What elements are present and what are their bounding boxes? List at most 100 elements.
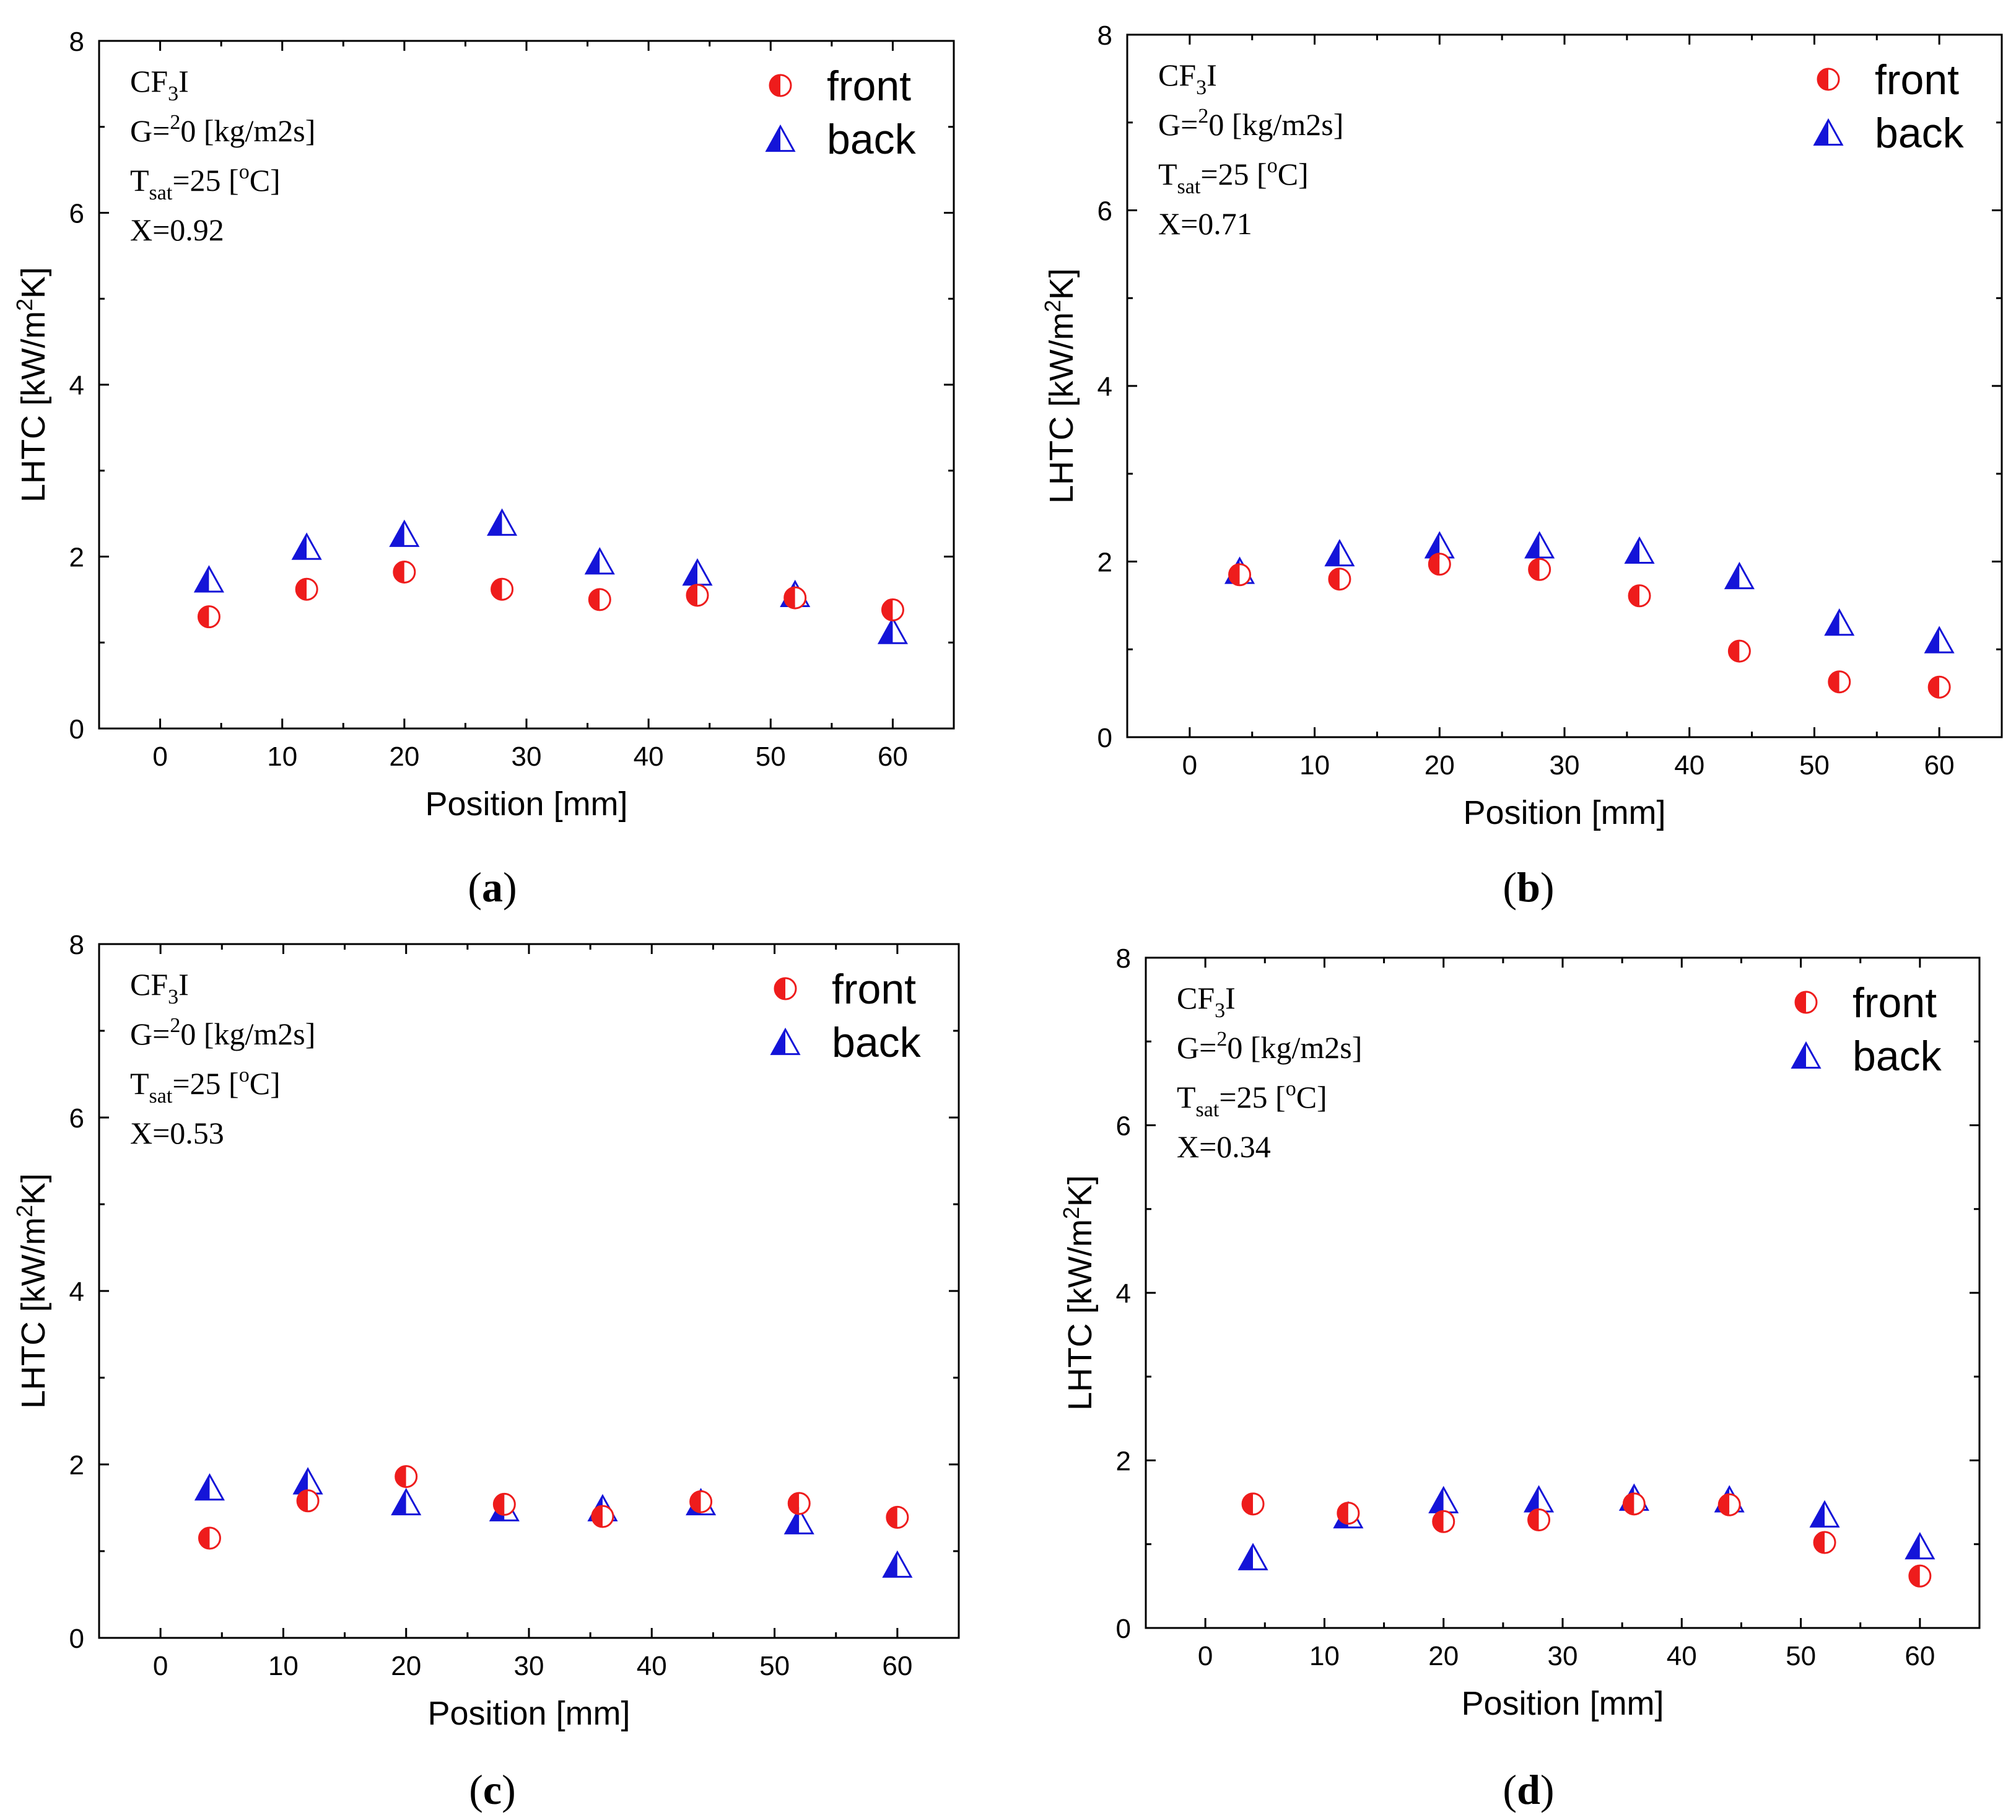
back-point bbox=[194, 1473, 225, 1501]
x-tick-label: 50 bbox=[759, 1651, 790, 1681]
front-point bbox=[197, 605, 220, 629]
legend-back-marker bbox=[1813, 118, 1844, 146]
x-tick-label: 60 bbox=[1905, 1641, 1935, 1671]
legend: front back bbox=[770, 966, 922, 1066]
x-tick-label: 40 bbox=[1667, 1641, 1697, 1671]
front-point bbox=[686, 584, 709, 607]
front-point bbox=[1622, 1492, 1646, 1516]
panel-b: 0 10 20 30 40 50 60 0 2 4 6 8 Position [mm] LHTC [kW/… bbox=[1040, 20, 2003, 831]
front-point bbox=[393, 560, 416, 584]
x-tick-label: 20 bbox=[1425, 750, 1455, 781]
x-tick-label: 20 bbox=[389, 742, 419, 772]
x-tick-label: 10 bbox=[267, 742, 297, 772]
x-tick-label: 30 bbox=[512, 742, 542, 772]
annotation-mass-flux: G=20 [kg/m2s] bbox=[1177, 1028, 1362, 1065]
y-tick-label: 6 bbox=[1116, 1111, 1131, 1142]
front-point bbox=[395, 1465, 418, 1489]
y-tick-label: 8 bbox=[69, 930, 84, 960]
y-axis-title: LHTC [kW/m2K] bbox=[12, 267, 52, 502]
y-tick-label: 4 bbox=[69, 370, 84, 401]
panel-caption: (b) bbox=[1503, 864, 1554, 911]
front-point bbox=[295, 577, 318, 601]
x-tick-label: 50 bbox=[756, 742, 786, 772]
y-tick-label: 8 bbox=[1116, 943, 1131, 974]
x-axis-title: Position [mm] bbox=[427, 1695, 630, 1732]
back-point bbox=[1724, 561, 1755, 590]
legend-front-label: front bbox=[1852, 979, 1937, 1026]
front-point bbox=[787, 1492, 811, 1515]
y-tick-label: 0 bbox=[69, 1624, 84, 1654]
annotation-quality: X=0.34 bbox=[1177, 1129, 1271, 1164]
front-point bbox=[1813, 1531, 1836, 1554]
front-point bbox=[1428, 553, 1451, 576]
x-tick-label: 20 bbox=[1428, 1641, 1459, 1671]
x-tick-label: 10 bbox=[1309, 1641, 1340, 1671]
front-point bbox=[591, 1505, 614, 1528]
back-point bbox=[1905, 1532, 1935, 1560]
legend: front back bbox=[1791, 979, 1942, 1080]
legend-back-marker bbox=[770, 1027, 801, 1056]
legend: front back bbox=[1813, 56, 1965, 157]
y-axis-title: LHTC [kW/m2K] bbox=[12, 1173, 52, 1409]
back-point bbox=[1523, 1485, 1555, 1513]
legend-back-label: back bbox=[1875, 110, 1965, 157]
legend-back-label: back bbox=[832, 1019, 922, 1066]
annotation-fluid: CF3I bbox=[1158, 58, 1217, 99]
x-axis-title: Position [mm] bbox=[1461, 1685, 1664, 1722]
front-point bbox=[1908, 1564, 1932, 1588]
back-point bbox=[487, 508, 518, 536]
annotation-fluid: CF3I bbox=[130, 967, 189, 1008]
legend-back-label: back bbox=[1852, 1033, 1942, 1080]
back-point bbox=[1428, 1485, 1459, 1513]
front-point bbox=[783, 586, 807, 610]
x-tick-label: 0 bbox=[152, 742, 167, 772]
back-point bbox=[1809, 1500, 1840, 1528]
front-point bbox=[886, 1505, 909, 1529]
panel-c: 0 10 20 30 40 50 60 0 2 4 6 8 Position [mm] LHTC [kW/… bbox=[12, 930, 960, 1732]
panel-caption: (d) bbox=[1503, 1766, 1554, 1813]
x-tick-label: 30 bbox=[1550, 750, 1580, 781]
panel-d: 0 10 20 30 40 50 60 0 2 4 6 8 Position [mm] LHTC [kW/… bbox=[1058, 943, 1981, 1722]
y-tick-label: 2 bbox=[1116, 1446, 1131, 1477]
annotation-tsat: Tsat=25 [oC] bbox=[1158, 154, 1309, 198]
back-point bbox=[1624, 536, 1655, 564]
annotation-fluid: CF3I bbox=[1177, 981, 1236, 1022]
front-point bbox=[1828, 670, 1851, 694]
legend-front-marker bbox=[1817, 68, 1840, 91]
y-tick-label: 6 bbox=[69, 199, 84, 229]
front-point bbox=[1717, 1493, 1741, 1516]
x-tick-label: 50 bbox=[1799, 750, 1830, 781]
y-tick-label: 6 bbox=[1097, 196, 1112, 227]
y-tick-label: 8 bbox=[69, 27, 84, 57]
front-point bbox=[881, 598, 904, 622]
y-tick-label: 2 bbox=[1097, 548, 1112, 578]
legend-front-label: front bbox=[832, 966, 916, 1013]
front-point bbox=[1432, 1510, 1455, 1533]
back-point bbox=[291, 532, 322, 560]
legend-front-label: front bbox=[827, 63, 911, 110]
annotation-tsat: Tsat=25 [oC] bbox=[130, 1064, 281, 1108]
y-tick-label: 8 bbox=[1097, 20, 1112, 51]
x-tick-label: 30 bbox=[514, 1651, 544, 1681]
annotation-tsat: Tsat=25 [oC] bbox=[130, 160, 281, 204]
legend-back-marker bbox=[765, 124, 796, 152]
front-point bbox=[1528, 558, 1551, 581]
legend-back-label: back bbox=[827, 116, 917, 163]
x-tick-label: 40 bbox=[634, 742, 664, 772]
legend-front-label: front bbox=[1875, 56, 1959, 103]
front-point bbox=[1727, 639, 1751, 663]
front-point bbox=[1527, 1508, 1551, 1532]
back-point bbox=[193, 565, 224, 593]
front-point bbox=[296, 1489, 320, 1513]
annotation-fluid: CF3I bbox=[130, 64, 189, 105]
y-tick-label: 4 bbox=[1116, 1279, 1131, 1309]
legend-back-marker bbox=[1791, 1041, 1822, 1069]
back-point bbox=[1824, 608, 1855, 636]
x-tick-label: 40 bbox=[637, 1651, 667, 1681]
legend: front back bbox=[765, 63, 917, 163]
x-tick-label: 20 bbox=[391, 1651, 421, 1681]
y-tick-label: 2 bbox=[69, 1450, 84, 1481]
y-tick-label: 4 bbox=[69, 1277, 84, 1307]
front-point bbox=[491, 577, 514, 601]
